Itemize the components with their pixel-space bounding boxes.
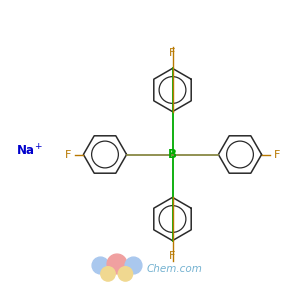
Text: F: F [169,47,176,58]
Text: F: F [169,250,176,261]
Text: F: F [273,149,280,160]
Circle shape [125,257,142,274]
Text: +: + [34,142,42,151]
Text: B: B [168,148,177,161]
Circle shape [118,267,133,281]
Text: Chem.com: Chem.com [147,263,203,274]
Circle shape [101,267,115,281]
Text: Na: Na [16,143,34,157]
Text: F: F [65,149,72,160]
Circle shape [92,257,109,274]
Circle shape [107,254,127,274]
